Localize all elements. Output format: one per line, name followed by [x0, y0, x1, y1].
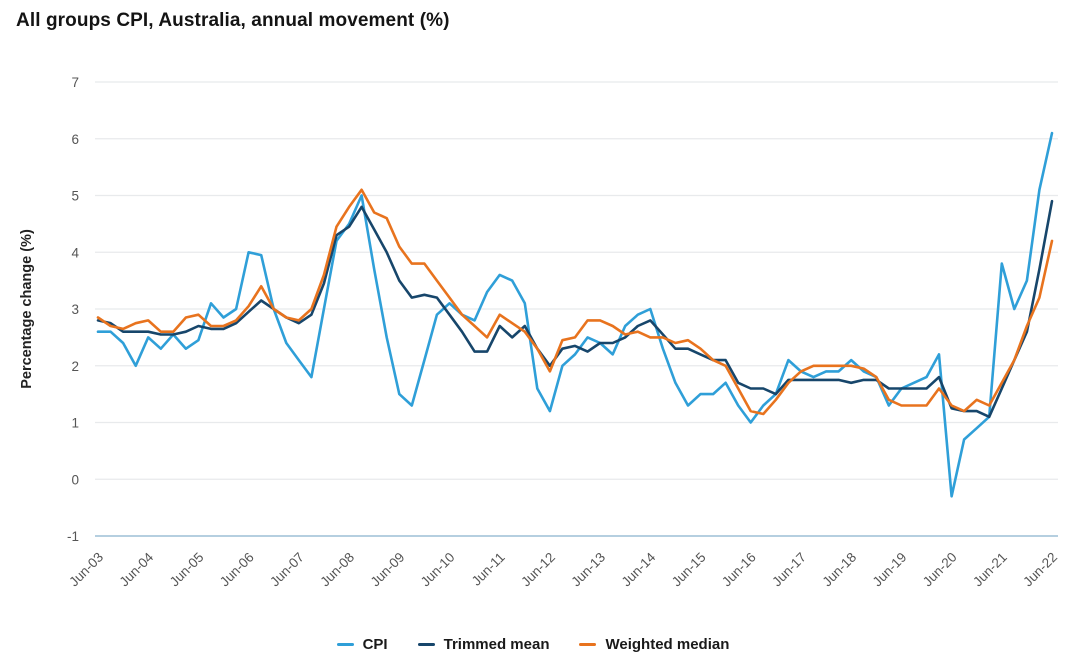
- series-line-weighted-median: [96, 188, 1054, 416]
- y-tick-label: 4: [71, 245, 79, 260]
- y-tick-label: 7: [71, 75, 79, 90]
- legend-label-trimmed-mean: Trimmed mean: [443, 636, 550, 653]
- y-axis-tick-labels: 7 6 5 4 3 2 1 0 -1: [67, 75, 80, 544]
- x-tick-label: Jun-19: [870, 550, 910, 590]
- x-tick-label: Jun-13: [568, 550, 608, 590]
- x-tick-label: Jun-18: [819, 550, 859, 590]
- x-tick-label: Jun-04: [117, 549, 157, 589]
- legend-item-cpi: CPI: [336, 636, 388, 653]
- y-tick-label: -1: [67, 529, 79, 544]
- x-tick-label: Jun-11: [469, 550, 508, 589]
- y-axis-title: Percentage change (%): [19, 229, 35, 389]
- y-tick-label: 0: [71, 472, 79, 487]
- y-tick-label: 3: [71, 302, 79, 317]
- x-tick-label: Jun-15: [669, 550, 709, 590]
- y-tick-label: 1: [71, 416, 79, 431]
- x-tick-label: Jun-21: [970, 550, 1010, 590]
- y-tick-label: 6: [71, 132, 79, 147]
- x-tick-label: Jun-12: [518, 550, 558, 590]
- series-line-trimmed-mean: [96, 199, 1054, 419]
- x-tick-label: Jun-03: [66, 550, 106, 590]
- gridlines: [95, 81, 1058, 537]
- cpi-line-swatch-icon: [336, 642, 354, 647]
- legend-item-trimmed-mean: Trimmed mean: [417, 636, 550, 653]
- weighted-median-line-swatch-icon: [579, 642, 597, 647]
- legend-label-cpi: CPI: [362, 636, 388, 653]
- chart-legend: CPI Trimmed mean Weighted median: [0, 636, 1066, 653]
- page-title: All groups CPI, Australia, annual moveme…: [16, 10, 450, 31]
- x-tick-label: Jun-16: [719, 550, 759, 590]
- x-tick-label: Jun-05: [167, 550, 207, 590]
- series-lines: [96, 131, 1054, 498]
- y-tick-label: 2: [71, 359, 79, 374]
- y-tick-label: 5: [71, 189, 79, 204]
- x-axis-tick-labels: Jun-03 Jun-04 Jun-05 Jun-06 Jun-07 Jun-08 Jun-…: [66, 549, 1060, 589]
- x-tick-label: Jun-06: [217, 550, 257, 590]
- series-line-cpi: [96, 131, 1054, 498]
- x-tick-label: Jun-07: [267, 550, 307, 590]
- x-tick-label: Jun-09: [368, 550, 408, 590]
- legend-label-weighted-median: Weighted median: [605, 636, 730, 653]
- x-tick-label: Jun-20: [920, 550, 960, 590]
- x-tick-label: Jun-10: [418, 550, 458, 590]
- x-tick-label: Jun-08: [317, 550, 357, 590]
- legend-item-weighted-median: Weighted median: [579, 636, 729, 653]
- trimmed-mean-line-swatch-icon: [417, 642, 435, 647]
- x-tick-label: Jun-14: [619, 549, 659, 589]
- x-tick-label: Jun-22: [1020, 550, 1060, 590]
- x-tick-label: Jun-17: [769, 550, 809, 590]
